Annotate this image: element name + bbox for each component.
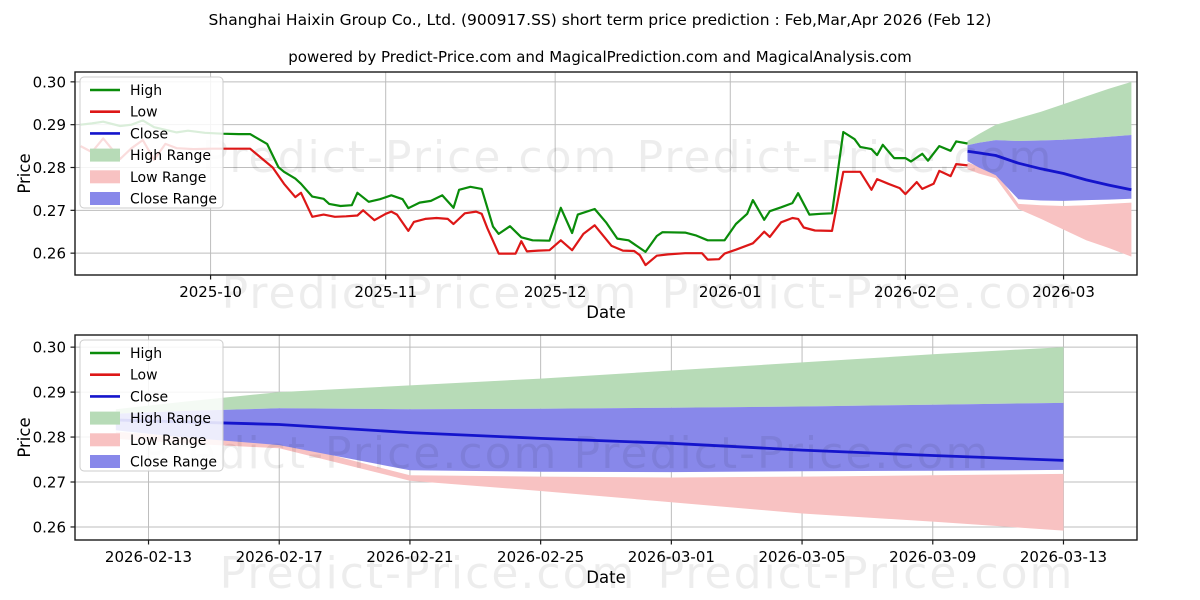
y-tick-label: 0.28 [33,159,66,177]
y-tick-label: 0.30 [33,73,66,91]
x-tick-label: 2026-01 [699,283,762,301]
history-and-forecast-chart: Predict-Price.com Predict-Price.com2025-1… [15,71,1138,322]
watermark-text: Predict-Price.com [202,132,619,183]
legend-label: Low Range [130,170,206,186]
y-tick-label: 0.26 [33,518,66,536]
high-range-legend-swatch [90,411,120,425]
x-tick-label: 2026-03-13 [1020,548,1107,566]
high-range-band [115,347,1064,414]
legend-label: High Range [130,411,211,427]
x-tick-label: 2026-02-17 [236,548,323,566]
date-axis-label: Date [586,568,625,587]
legend-label: Close Range [130,455,217,471]
low-range-band [967,162,1132,257]
x-tick-label: 2026-02-21 [366,548,453,566]
y-tick-label: 0.29 [33,384,66,402]
x-tick-label: 2026-03-09 [889,548,976,566]
plot-area: Predict-Price.com Predict-Price.com [115,347,1064,531]
axis-labels: 2026-02-13 2026-02-17 2026-02-21 2026-02-25… [15,339,1107,587]
axis-labels: 2025-10 2025-11 2025-12 2026-01 2026-02 2026-… [15,73,1095,322]
y-tick-label: 0.28 [33,429,66,447]
legend-label: Low Range [130,433,206,449]
high-range-legend-swatch [90,148,120,162]
y-tick-label: 0.27 [33,202,66,220]
x-tick-label: 2026-02-25 [497,548,584,566]
legend-label: High [130,83,162,99]
close-range-band [967,135,1132,201]
low-range-legend-swatch [90,170,120,184]
legend-label: Close Range [130,192,217,208]
watermark-text: Predict-Price.com [637,132,1054,183]
close-range-legend-swatch [90,455,120,468]
legend: High Low Close High Range Low Range Close Ran… [79,76,224,209]
forecast-detail-chart: Predict-Price.com Predict-Price.com2026-0… [15,334,1138,587]
x-tick-label: 2026-03 [1032,283,1095,301]
plot-area: Predict-Price.com Predict-Price.com [80,81,1132,267]
legend: High Low Close High Range Low Range Close Ran… [79,339,224,472]
x-tick-label: 2026-03-01 [628,548,715,566]
legend-label: Low [130,368,158,384]
legend-label: High Range [130,148,211,164]
watermark-text: Predict-Price.com [220,548,637,599]
x-tick-label: 2025-10 [179,283,242,301]
x-tick-label: 2026-02-13 [105,548,192,566]
legend-label: Close [130,389,168,405]
legend-label: Close [130,126,168,142]
watermark-text: Predict-Price.com [574,428,991,479]
low-line [80,137,968,267]
y-tick-label: 0.29 [33,116,66,134]
x-tick-label: 2025-12 [524,283,587,301]
price-axis-label: Price [15,417,34,457]
price-axis-label: Price [15,153,34,193]
y-tick-label: 0.26 [33,245,66,263]
close-range-legend-swatch [90,192,120,205]
legend-label: Low [130,105,158,121]
legend-label: High [130,346,162,362]
y-tick-label: 0.27 [33,474,66,492]
x-tick-label: 2025-11 [354,283,417,301]
gridlines [75,72,1137,275]
watermark-text: Predict-Price.com [222,268,639,319]
low-range-band [115,431,1064,531]
date-axis-label: Date [586,303,625,322]
high-line [80,119,968,253]
watermark-text: Predict-Price.com [662,268,1079,319]
chart-title: Shanghai Haixin Group Co., Ltd. (900917.… [208,11,992,29]
close-range-band [115,402,1064,473]
chart-subtitle: powered by Predict-Price.com and Magical… [288,48,912,66]
x-tick-label: 2026-03-05 [758,548,845,566]
low-range-legend-swatch [90,433,120,447]
high-range-band [967,81,1132,146]
watermark-text: Predict-Price.com [658,548,1075,599]
x-tick-label: 2026-02 [874,283,937,301]
axes-frame [74,71,1138,276]
close-forecast-line [967,149,1132,192]
y-tick-label: 0.30 [33,339,66,357]
